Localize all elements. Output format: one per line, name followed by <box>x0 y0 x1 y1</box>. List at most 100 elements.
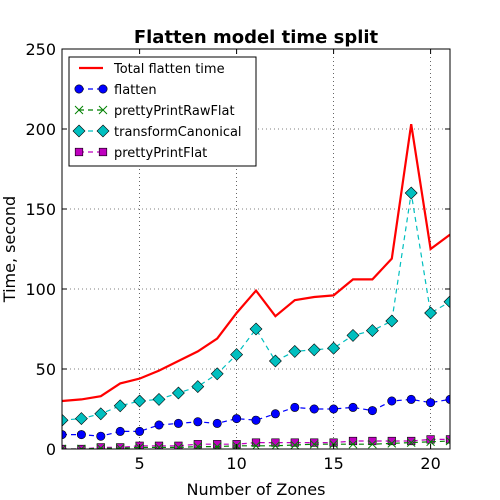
data-point <box>174 443 183 449</box>
legend-marker <box>98 105 108 115</box>
data-point <box>385 314 399 328</box>
data-point <box>406 438 416 447</box>
x-tick-label: 10 <box>226 454 246 473</box>
legend-entry: transformCanonical <box>72 124 242 140</box>
data-point <box>213 440 222 449</box>
legend-entry: prettyPrintRawFlat <box>74 104 235 119</box>
data-point <box>365 324 379 338</box>
data-point <box>271 441 280 449</box>
data-point <box>445 436 450 446</box>
data-point <box>426 435 435 444</box>
data-point <box>406 394 416 404</box>
data-point <box>133 394 147 408</box>
data-point <box>270 409 280 419</box>
data-point <box>152 392 166 406</box>
series-layer <box>62 124 450 449</box>
data-point <box>154 443 164 449</box>
data-point <box>329 404 339 414</box>
legend-label: prettyPrintFlat <box>114 146 207 161</box>
data-point <box>77 444 86 449</box>
data-point <box>290 402 300 412</box>
data-point <box>94 407 108 421</box>
data-point <box>113 399 127 413</box>
series-line <box>62 398 450 437</box>
data-point <box>115 443 125 449</box>
data-point <box>443 295 450 309</box>
data-point <box>424 306 438 320</box>
data-point <box>387 436 396 446</box>
data-point <box>193 440 202 449</box>
data-point <box>426 437 435 447</box>
data-point <box>193 442 203 449</box>
data-point <box>346 328 360 342</box>
legend-marker <box>96 124 110 138</box>
series-total-flatten-time <box>62 124 450 403</box>
data-point <box>290 438 299 447</box>
data-point <box>62 430 67 440</box>
data-point <box>115 426 125 436</box>
series-line <box>62 438 450 449</box>
plot-frame <box>61 48 451 450</box>
x-tick-label: 15 <box>323 454 343 473</box>
legend-box <box>68 56 257 167</box>
legend-label: transformCanonical <box>114 125 242 140</box>
data-point <box>212 442 222 449</box>
data-point <box>74 412 88 426</box>
x-axis-label: Number of Zones <box>187 480 326 499</box>
legend-entry: flatten <box>74 83 157 98</box>
y-tick-label: 0 <box>46 440 56 459</box>
data-point <box>249 322 263 336</box>
data-point <box>62 413 69 427</box>
series-flatten <box>62 394 450 441</box>
data-point <box>135 426 145 436</box>
y-tick-label: 200 <box>25 120 56 139</box>
data-point <box>426 398 436 408</box>
series-pretty-print-raw-flat <box>62 436 450 449</box>
data-point <box>116 443 125 449</box>
data-point <box>173 418 183 428</box>
data-point <box>404 186 418 200</box>
data-point <box>193 417 203 427</box>
series-transform-canonical <box>62 186 450 427</box>
data-point <box>96 443 105 449</box>
series-line <box>62 440 450 449</box>
data-point <box>348 439 358 449</box>
legend-marker <box>72 124 86 138</box>
y-tick-label: 100 <box>25 280 56 299</box>
legend-marker <box>98 84 108 94</box>
data-point <box>76 430 86 440</box>
legend-marker <box>98 147 108 157</box>
legend-label: Total flatten time <box>113 62 225 77</box>
data-point <box>309 439 319 449</box>
data-point <box>96 431 106 441</box>
y-tick-label: 150 <box>25 200 56 219</box>
data-point <box>77 444 86 449</box>
y-tick-label: 50 <box>36 360 56 379</box>
data-point <box>191 380 205 394</box>
x-tick-label: 20 <box>420 454 440 473</box>
data-point <box>230 348 244 362</box>
legend-marker <box>74 105 84 115</box>
legend-label: flatten <box>114 83 157 98</box>
series-line <box>62 124 450 403</box>
x-tick-label: 5 <box>135 454 145 473</box>
legend-entry: prettyPrintFlat <box>74 146 207 161</box>
data-point <box>310 438 319 447</box>
y-tick-label: 250 <box>25 40 56 59</box>
data-point <box>251 415 261 425</box>
chart-title: Flatten model time split <box>134 27 379 48</box>
data-point <box>307 343 321 357</box>
data-point <box>154 420 164 430</box>
legend-marker <box>74 84 84 94</box>
data-point <box>154 441 164 449</box>
data-point <box>290 440 300 449</box>
data-point <box>348 402 358 412</box>
data-point <box>309 404 319 414</box>
data-point <box>232 414 242 424</box>
data-point <box>62 444 67 449</box>
y-axis-label: Time, second <box>0 196 19 303</box>
data-point <box>367 406 377 416</box>
data-point <box>387 396 397 406</box>
